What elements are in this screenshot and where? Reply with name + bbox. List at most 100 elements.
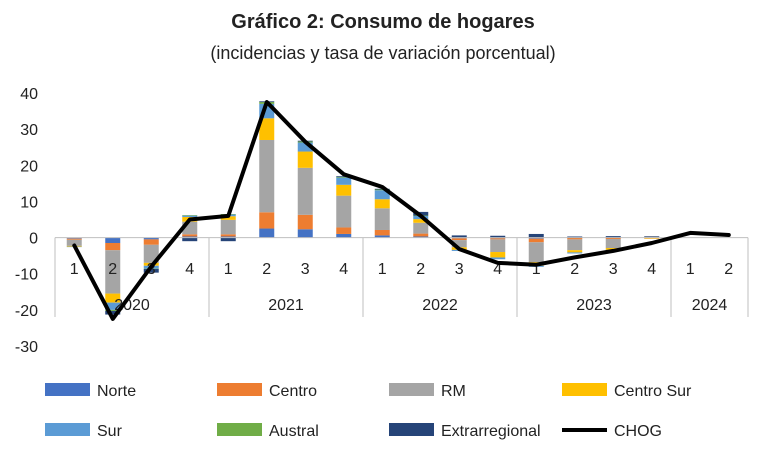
bar-segment (182, 215, 198, 216)
legend-swatch (217, 383, 262, 396)
y-tick-label: 30 (20, 122, 38, 139)
y-tick-label: 20 (20, 158, 38, 175)
bar-segment (528, 238, 544, 243)
x-tick-label: 3 (609, 261, 618, 278)
bar-segment (105, 293, 121, 303)
bar-segment (143, 269, 159, 273)
legend-swatch (562, 383, 607, 396)
bar-segment (297, 229, 313, 238)
x-group-label: 2024 (692, 297, 728, 314)
legend-swatch (45, 423, 90, 436)
x-tick-label: 1 (532, 261, 541, 278)
bar-segment (336, 177, 352, 185)
bar-segment (66, 237, 82, 239)
bar-segment (451, 238, 467, 241)
bar-segment (374, 235, 390, 238)
x-tick-label: 1 (686, 261, 695, 278)
x-tick-label: 2 (416, 261, 425, 278)
x-tick-label: 2 (108, 261, 117, 278)
bar-segment (220, 237, 236, 242)
bar-segment (220, 234, 236, 237)
bar-segment (413, 219, 429, 223)
bar-segment (374, 199, 390, 209)
bar-segment (66, 239, 82, 246)
chog-line (72, 100, 731, 321)
x-tick-label: 3 (301, 261, 310, 278)
bar-segment (105, 310, 121, 315)
bar-segment (336, 233, 352, 238)
bar-segment (644, 236, 660, 238)
bar-segment (374, 229, 390, 236)
x-group-label: 2020 (114, 297, 150, 314)
bar-segment (490, 257, 506, 260)
legend-label: RM (441, 383, 466, 400)
x-tick-label: 1 (224, 261, 233, 278)
bar-segment (182, 234, 198, 237)
bar-segment (451, 240, 467, 248)
bar-segment (220, 219, 236, 235)
bar-segment (220, 216, 236, 220)
chart-subtitle: (incidencias y tasa de variación porcent… (210, 43, 555, 63)
x-tick-label: 1 (70, 261, 79, 278)
bar-segment (259, 139, 275, 213)
bar-segment (66, 238, 82, 240)
chart-title: Gráfico 2: Consumo de hogares (231, 11, 534, 33)
bar-segment (143, 239, 159, 245)
bar-segment (605, 237, 621, 240)
y-tick-label: -10 (15, 267, 38, 284)
bar-segment (528, 233, 544, 238)
x-tick-label: 3 (455, 261, 464, 278)
x-tick-label: 4 (339, 261, 348, 278)
legend-swatch (389, 423, 434, 436)
bar-segment (528, 237, 544, 239)
legend-label: Centro (269, 383, 317, 400)
legend-label: Centro Sur (614, 383, 692, 400)
bar-segment (567, 239, 583, 251)
x-group-label: 2021 (268, 297, 304, 314)
bar-segment (297, 214, 313, 230)
bar-segment (567, 236, 583, 238)
x-tick-label: 2 (262, 261, 271, 278)
bar-segment (336, 176, 352, 178)
bar-segment (451, 235, 467, 238)
legend-label: Norte (97, 383, 136, 400)
bar-segment (490, 239, 506, 253)
y-tick-label: 0 (29, 231, 38, 248)
bar-segment (413, 233, 429, 237)
bar-segment (105, 250, 121, 294)
bar-segment (567, 252, 583, 254)
bar-segment (336, 176, 352, 177)
bar-segment (259, 212, 275, 229)
bar-segment (105, 309, 121, 311)
x-group-label: 2022 (422, 297, 458, 314)
bar-segment (605, 236, 621, 238)
y-tick-label: -20 (15, 303, 38, 320)
y-axis-ticks: 40 30 20 10 0 -10 -20 -30 (15, 86, 38, 356)
legend-label: Extrarregional (441, 423, 541, 440)
bar-segment (374, 208, 390, 230)
bar-segment (490, 235, 506, 238)
legend-swatch (389, 383, 434, 396)
bar-segment (336, 195, 352, 228)
bar-segment (182, 237, 198, 242)
legend-label: Sur (97, 423, 123, 440)
bar-segment (336, 184, 352, 196)
legend-swatch (45, 383, 90, 396)
bar-segment (259, 228, 275, 238)
bar-segment (644, 237, 660, 239)
bar-segment (297, 151, 313, 168)
bar-segment (567, 237, 583, 240)
x-group-label: 2023 (576, 297, 612, 314)
bar-segment (528, 242, 544, 263)
x-tick-label: 4 (493, 261, 502, 278)
legend-label: CHOG (614, 423, 662, 440)
bar-segment (490, 252, 506, 258)
chog-line-group (72, 100, 731, 321)
y-tick-label: 10 (20, 194, 38, 211)
x-tick-label: 2 (570, 261, 579, 278)
x-tick-label: 2 (724, 261, 733, 278)
bar-segment (374, 190, 390, 200)
bar-segment (297, 167, 313, 215)
